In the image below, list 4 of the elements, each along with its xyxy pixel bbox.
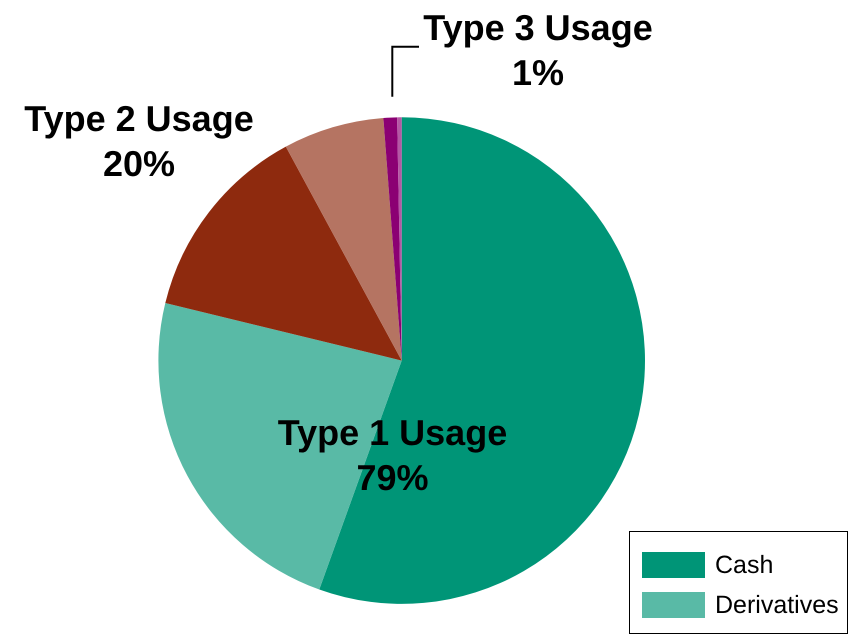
legend-label: Derivatives xyxy=(715,590,839,620)
legend-label: Cash xyxy=(715,550,774,580)
text: Type 3 Usage 1% xyxy=(423,7,653,93)
text: Type 2 Usage 20% xyxy=(24,98,254,184)
